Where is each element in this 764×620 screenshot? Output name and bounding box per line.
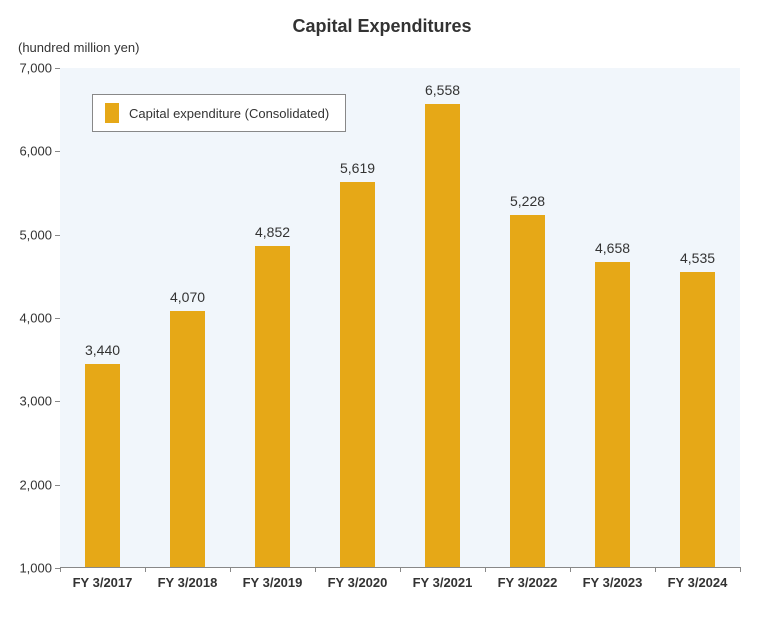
- x-tick-mark: [145, 567, 146, 572]
- bar: 4,070: [170, 311, 206, 567]
- bar: 6,558: [425, 104, 461, 567]
- y-tick-label: 4,000: [19, 311, 60, 326]
- bar-slot: 6,558FY 3/2021: [400, 68, 485, 567]
- y-tick-label: 7,000: [19, 61, 60, 76]
- x-tick-label: FY 3/2024: [668, 567, 728, 590]
- x-tick-mark: [230, 567, 231, 572]
- bar-slot: 4,658FY 3/2023: [570, 68, 655, 567]
- bar: 5,619: [340, 182, 376, 567]
- chart-title: Capital Expenditures: [0, 16, 764, 37]
- x-tick-mark: [60, 567, 61, 572]
- legend: Capital expenditure (Consolidated): [92, 94, 346, 132]
- bar-slot: 4,535FY 3/2024: [655, 68, 740, 567]
- legend-label: Capital expenditure (Consolidated): [129, 106, 329, 121]
- x-tick-label: FY 3/2018: [158, 567, 218, 590]
- bar-value-label: 5,619: [340, 160, 375, 182]
- x-tick-label: FY 3/2019: [243, 567, 303, 590]
- bar-value-label: 5,228: [510, 193, 545, 215]
- x-tick-label: FY 3/2021: [413, 567, 473, 590]
- bar: 4,658: [595, 262, 631, 567]
- y-tick-mark: [55, 68, 60, 69]
- x-tick-label: FY 3/2022: [498, 567, 558, 590]
- bar-slot: 5,228FY 3/2022: [485, 68, 570, 567]
- bar-value-label: 4,535: [680, 250, 715, 272]
- x-tick-label: FY 3/2023: [583, 567, 643, 590]
- bar: 4,852: [255, 246, 291, 567]
- y-tick-label: 2,000: [19, 477, 60, 492]
- x-tick-mark: [655, 567, 656, 572]
- bar-slot: 4,070FY 3/2018: [145, 68, 230, 567]
- y-tick-mark: [55, 235, 60, 236]
- bar-slot: 4,852FY 3/2019: [230, 68, 315, 567]
- bar-value-label: 3,440: [85, 342, 120, 364]
- x-tick-mark: [315, 567, 316, 572]
- bar: 5,228: [510, 215, 546, 567]
- bar: 3,440: [85, 364, 121, 567]
- bar-slot: 3,440FY 3/2017: [60, 68, 145, 567]
- y-axis-unit-label: (hundred million yen): [18, 40, 139, 55]
- x-tick-mark: [570, 567, 571, 572]
- x-tick-label: FY 3/2017: [73, 567, 133, 590]
- bar-value-label: 4,658: [595, 240, 630, 262]
- bar: 4,535: [680, 272, 716, 567]
- bars-row: 3,440FY 3/20174,070FY 3/20184,852FY 3/20…: [60, 68, 740, 567]
- x-tick-label: FY 3/2020: [328, 567, 388, 590]
- x-tick-mark: [740, 567, 741, 572]
- y-tick-label: 1,000: [19, 561, 60, 576]
- y-tick-mark: [55, 151, 60, 152]
- bar-value-label: 4,852: [255, 224, 290, 246]
- y-tick-label: 3,000: [19, 394, 60, 409]
- y-tick-label: 6,000: [19, 144, 60, 159]
- x-tick-mark: [400, 567, 401, 572]
- x-tick-mark: [485, 567, 486, 572]
- bar-value-label: 4,070: [170, 289, 205, 311]
- bar-value-label: 6,558: [425, 82, 460, 104]
- y-tick-mark: [55, 318, 60, 319]
- y-tick-mark: [55, 485, 60, 486]
- capital-expenditures-chart: Capital Expenditures (hundred million ye…: [0, 0, 764, 620]
- y-tick-label: 5,000: [19, 227, 60, 242]
- bar-slot: 5,619FY 3/2020: [315, 68, 400, 567]
- y-tick-mark: [55, 401, 60, 402]
- legend-swatch: [105, 103, 119, 123]
- plot-area: 3,440FY 3/20174,070FY 3/20184,852FY 3/20…: [60, 68, 740, 568]
